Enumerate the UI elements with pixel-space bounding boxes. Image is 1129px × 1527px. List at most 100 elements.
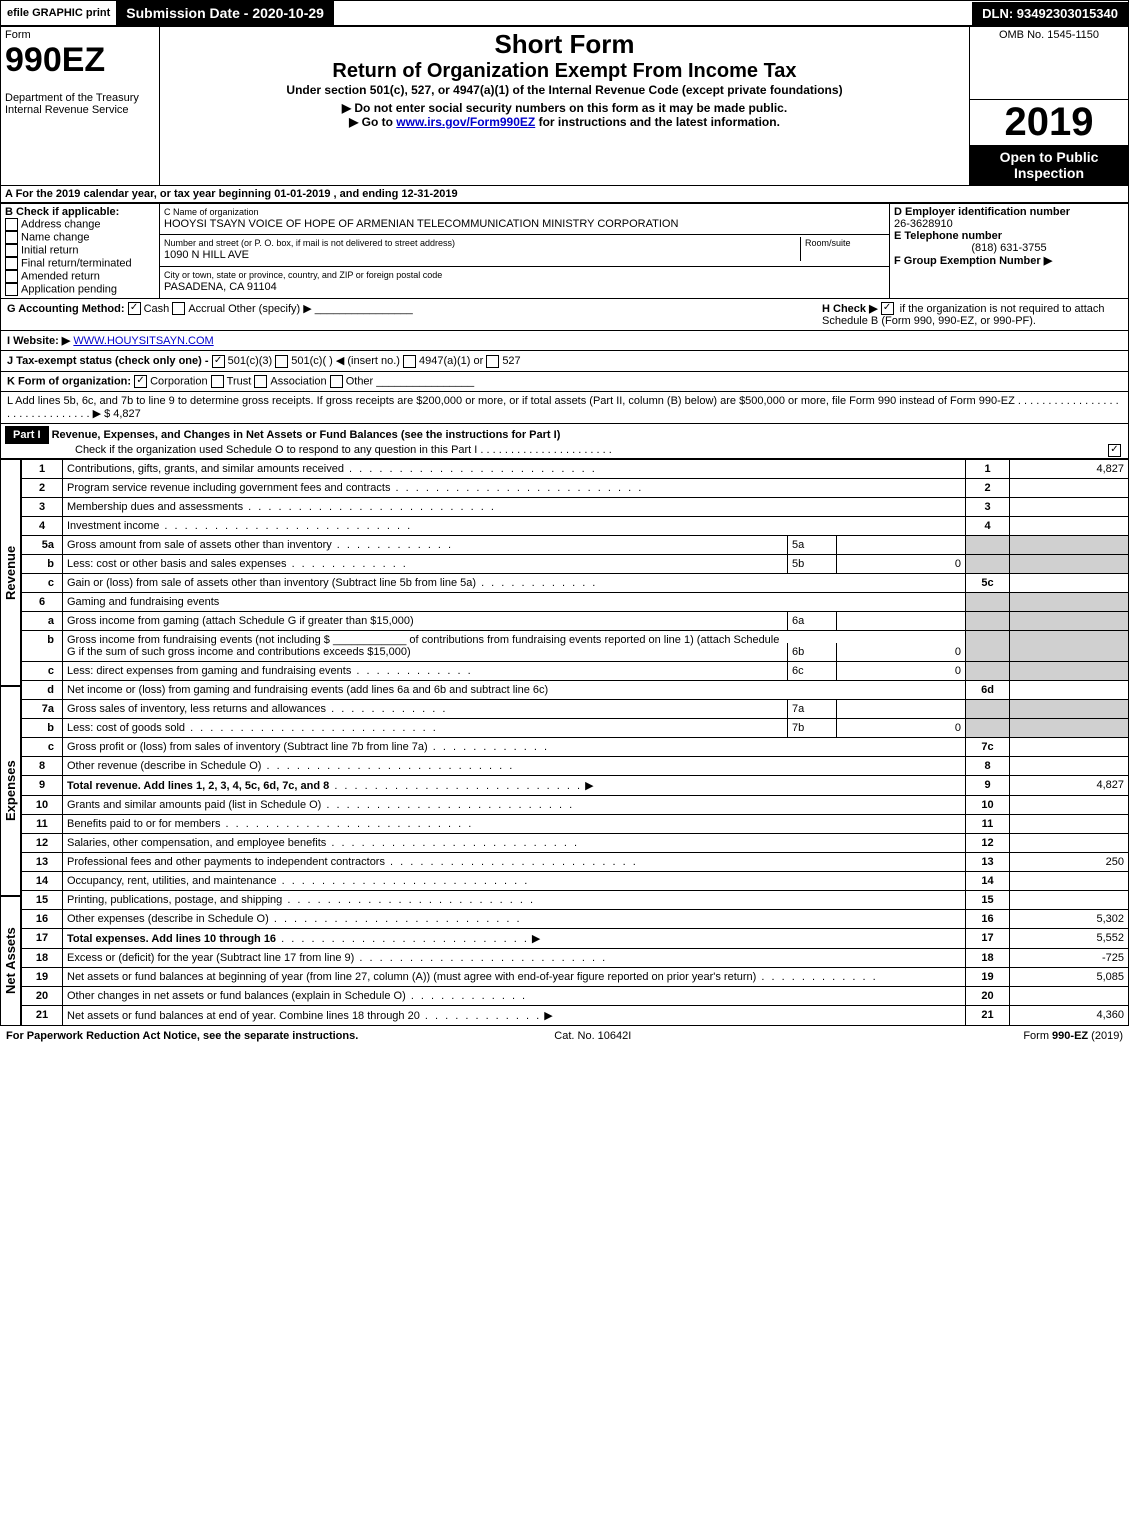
amt-18: -725 — [1010, 948, 1129, 967]
checkbox-trust[interactable] — [211, 375, 224, 388]
ln-5a-shaded — [966, 535, 1010, 554]
g-other: Other (specify) ▶ — [228, 303, 312, 315]
d-9: Total revenue. Add lines 1, 2, 3, 4, 5c,… — [67, 780, 329, 792]
efile-label[interactable]: efile GRAPHIC print — [1, 5, 116, 21]
n-16: 16 — [22, 909, 63, 928]
irs-link[interactable]: www.irs.gov/Form990EZ — [396, 115, 535, 129]
j-527: 527 — [502, 355, 520, 367]
amt-7c — [1010, 737, 1129, 756]
n-6: 6 — [22, 592, 63, 611]
k-corp: Corporation — [150, 375, 207, 387]
n-15: 15 — [22, 890, 63, 909]
amt-13: 250 — [1010, 852, 1129, 871]
n-6d: d — [22, 680, 63, 699]
top-bar: efile GRAPHIC print Submission Date - 20… — [0, 0, 1129, 26]
row-6b: b Gross income from fundraising events (… — [22, 630, 1129, 661]
box-5b: 5b — [787, 555, 836, 573]
room-label: Room/suite — [805, 238, 851, 248]
ln-17: 17 — [966, 928, 1010, 948]
footer-left: For Paperwork Reduction Act Notice, see … — [6, 1030, 358, 1042]
n-6c: c — [22, 661, 63, 680]
amt-1: 4,827 — [1010, 459, 1129, 478]
amt-3 — [1010, 497, 1129, 516]
checkbox-part1-scho[interactable] — [1108, 444, 1121, 457]
website-link[interactable]: WWW.HOUYSITSAYN.COM — [73, 335, 213, 347]
n-3: 3 — [22, 497, 63, 516]
n-8: 8 — [22, 756, 63, 775]
d-2: Program service revenue including govern… — [67, 482, 390, 494]
amt-6-shaded — [1010, 592, 1129, 611]
checkbox-4947[interactable] — [403, 355, 416, 368]
k-other: Other — [346, 375, 374, 387]
checkbox-corp[interactable] — [134, 375, 147, 388]
row-18: 18 Excess or (deficit) for the year (Sub… — [22, 948, 1129, 967]
e-label: E Telephone number — [894, 230, 1002, 242]
d-12: Salaries, other compensation, and employ… — [67, 837, 326, 849]
checkbox-assoc[interactable] — [254, 375, 267, 388]
c-name-label: C Name of organization — [164, 207, 259, 217]
g-accrual: Accrual — [188, 303, 225, 315]
n-14: 14 — [22, 871, 63, 890]
n-1: 1 — [22, 459, 63, 478]
footer-right: Form 990-EZ (2019) — [1023, 1030, 1123, 1042]
opt-name-change: Name change — [21, 231, 90, 243]
checkbox-address-change[interactable] — [5, 218, 18, 231]
box-7a: 7a — [787, 700, 836, 718]
checkbox-527[interactable] — [486, 355, 499, 368]
amt-6c-shaded — [1010, 661, 1129, 680]
open-to-public: Open to Public Inspection — [970, 145, 1128, 185]
j-4947: 4947(a)(1) or — [419, 355, 483, 367]
line-j: J Tax-exempt status (check only one) - 5… — [0, 351, 1129, 372]
row-11: 11 Benefits paid to or for members 11 — [22, 814, 1129, 833]
amt-6a-shaded — [1010, 611, 1129, 630]
part1-title: Revenue, Expenses, and Changes in Net As… — [52, 429, 561, 441]
checkbox-501c[interactable] — [275, 355, 288, 368]
row-5a: 5a Gross amount from sale of assets othe… — [22, 535, 1129, 554]
boxval-6c: 0 — [836, 662, 965, 680]
street-value: 1090 N HILL AVE — [164, 249, 249, 261]
checkbox-amended-return[interactable] — [5, 270, 18, 283]
checkbox-name-change[interactable] — [5, 231, 18, 244]
j-label: J Tax-exempt status (check only one) - — [7, 355, 212, 367]
d-8: Other revenue (describe in Schedule O) — [67, 760, 261, 772]
ln-19: 19 — [966, 967, 1010, 986]
row-10: 10 Grants and similar amounts paid (list… — [22, 795, 1129, 814]
ln-12: 12 — [966, 833, 1010, 852]
row-7c: c Gross profit or (loss) from sales of i… — [22, 737, 1129, 756]
amt-17: 5,552 — [1010, 928, 1129, 948]
ln-15: 15 — [966, 890, 1010, 909]
row-3: 3 Membership dues and assessments 3 — [22, 497, 1129, 516]
k-label: K Form of organization: — [7, 375, 131, 387]
checkbox-h[interactable] — [881, 302, 894, 315]
opt-amended-return: Amended return — [21, 270, 100, 282]
amt-5a-shaded — [1010, 535, 1129, 554]
row-17: 17 Total expenses. Add lines 10 through … — [22, 928, 1129, 948]
boxval-6b: 0 — [836, 643, 965, 661]
dln-number: DLN: 93492303015340 — [972, 2, 1128, 25]
ln-7a-shaded — [966, 699, 1010, 718]
d-5a: Gross amount from sale of assets other t… — [67, 539, 332, 551]
checkbox-initial-return[interactable] — [5, 244, 18, 257]
tax-year: 2019 — [970, 100, 1128, 145]
box-6b: 6b — [787, 643, 836, 661]
n-5b: b — [22, 554, 63, 573]
checkbox-501c3[interactable] — [212, 355, 225, 368]
ln-13: 13 — [966, 852, 1010, 871]
box-6a: 6a — [787, 612, 836, 630]
lines-table: 1 Contributions, gifts, grants, and simi… — [21, 459, 1129, 1026]
checkbox-application-pending[interactable] — [5, 283, 18, 296]
d-15: Printing, publications, postage, and shi… — [67, 894, 282, 906]
ln-7c: 7c — [966, 737, 1010, 756]
amt-6b-shaded — [1010, 630, 1129, 661]
d-14: Occupancy, rent, utilities, and maintena… — [67, 875, 277, 887]
checkbox-final-return[interactable] — [5, 257, 18, 270]
row-15: 15 Printing, publications, postage, and … — [22, 890, 1129, 909]
d-16: Other expenses (describe in Schedule O) — [67, 913, 269, 925]
row-13: 13 Professional fees and other payments … — [22, 852, 1129, 871]
checkbox-accrual[interactable] — [172, 302, 185, 315]
k-trust: Trust — [227, 375, 252, 387]
checkbox-cash[interactable] — [128, 302, 141, 315]
ln-20: 20 — [966, 986, 1010, 1005]
street-label: Number and street (or P. O. box, if mail… — [164, 238, 455, 248]
checkbox-other-org[interactable] — [330, 375, 343, 388]
